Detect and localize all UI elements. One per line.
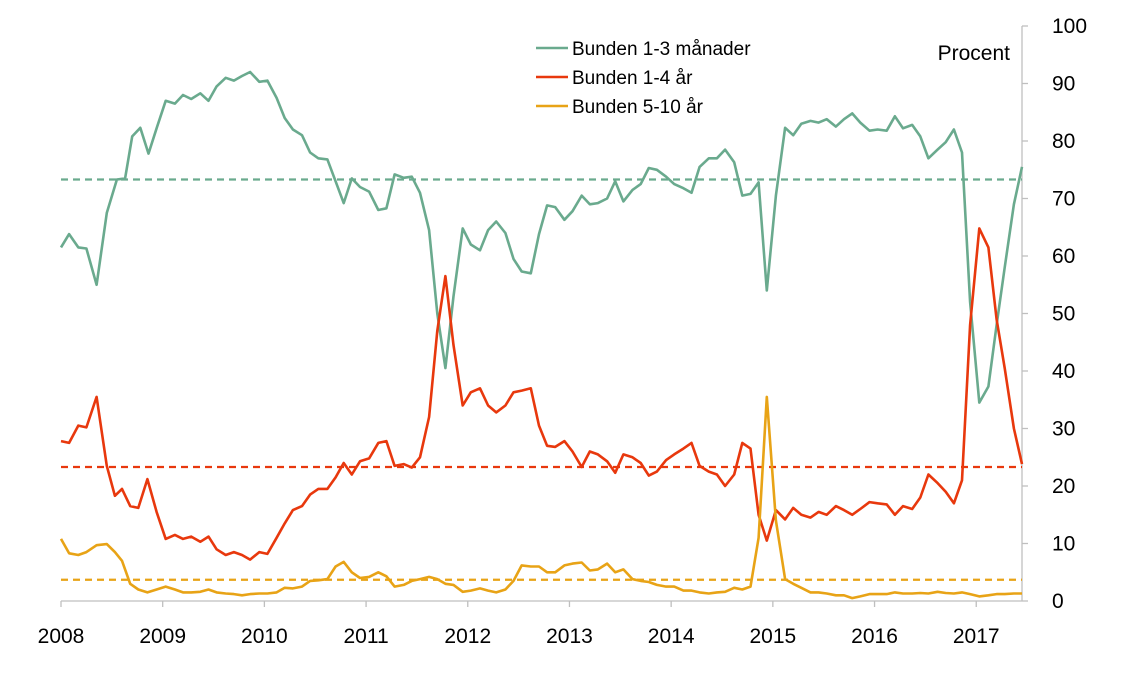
y-tick-label: 50	[1052, 303, 1075, 326]
x-tick-label: 2014	[648, 625, 695, 648]
y-tick-label: 90	[1052, 73, 1075, 96]
unit-label: Procent	[938, 42, 1011, 65]
y-tick-label: 0	[1052, 590, 1064, 613]
y-tick-label: 40	[1052, 360, 1075, 383]
series-lines	[59, 70, 1024, 600]
series-line-1	[59, 70, 1024, 404]
y-tick-label: 100	[1052, 15, 1087, 38]
mean-lines	[61, 178, 1022, 581]
y-tick-label: 10	[1052, 533, 1075, 556]
y-tick-label: 80	[1052, 130, 1075, 153]
legend-label: Bunden 1-3 månader	[572, 39, 751, 60]
y-tick-label: 70	[1052, 188, 1075, 211]
y-tick-label: 30	[1052, 418, 1075, 441]
axes	[61, 26, 1023, 602]
series-line-2	[60, 227, 1024, 561]
y-tick-label: 20	[1052, 475, 1075, 498]
y-tick-label: 60	[1052, 245, 1075, 268]
x-tick-label: 2016	[851, 625, 898, 648]
x-ticks: 2008 2009 2010 2011 2012 2013 2014 2015 2016 2017	[38, 601, 1000, 648]
x-tick-label: 2011	[343, 625, 388, 648]
x-tick-label: 2013	[546, 625, 593, 648]
series-line-3	[59, 395, 1022, 600]
x-tick-label: 2010	[241, 625, 288, 648]
legend: Bunden 1-3 månader Bunden 1-4 år Bunden 5-…	[536, 39, 751, 118]
x-tick-label: 2015	[749, 625, 796, 648]
x-tick-label: 2009	[139, 625, 186, 648]
x-tick-label: 2017	[953, 625, 1000, 648]
legend-label: Bunden 1-4 år	[572, 68, 693, 89]
x-tick-label: 2008	[38, 625, 85, 648]
y-ticks: 0 10 20 30 40 50 60 70 80 90 100	[1022, 15, 1087, 613]
x-tick-label: 2012	[444, 625, 491, 648]
legend-label: Bunden 5-10 år	[572, 97, 704, 118]
